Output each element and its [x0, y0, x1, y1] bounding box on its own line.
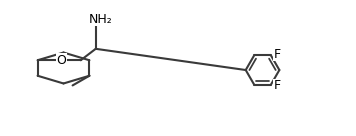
Text: O: O — [56, 54, 66, 67]
Text: F: F — [274, 48, 281, 61]
Text: NH₂: NH₂ — [89, 13, 113, 26]
Text: F: F — [274, 79, 281, 92]
